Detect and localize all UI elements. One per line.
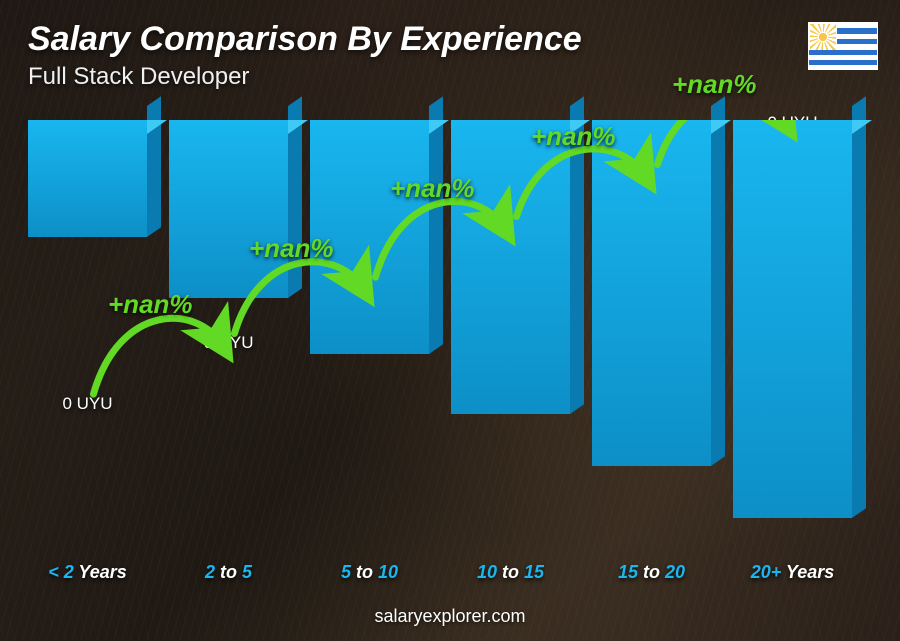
bar	[28, 120, 147, 237]
bar	[310, 120, 429, 354]
x-axis-label: 10 to 15	[451, 562, 570, 583]
x-axis-label: 20+ Years	[733, 562, 852, 583]
bar-slot: 0 UYU	[592, 120, 711, 553]
bar-slot: 0 UYU	[28, 120, 147, 553]
x-axis-label: 2 to 5	[169, 562, 288, 583]
bar-value-label: 0 UYU	[28, 394, 147, 414]
chart-subtitle: Full Stack Developer	[28, 63, 582, 91]
bar	[451, 120, 570, 414]
bar	[592, 120, 711, 466]
bar-value-label: 0 UYU	[169, 333, 288, 353]
bars-container: 0 UYU0 UYU0 UYU0 UYU0 UYU0 UYU	[28, 120, 852, 553]
chart-title: Salary Comparison By Experience	[28, 20, 582, 59]
flag-sun-icon	[815, 29, 831, 45]
header: Salary Comparison By Experience Full Sta…	[28, 20, 582, 91]
bar-slot: 0 UYU	[310, 120, 429, 553]
bar	[169, 120, 288, 298]
x-axis: < 2 Years 2 to 5 5 to 10 10 to 15 15 to 20 20…	[28, 562, 852, 583]
x-axis-label: < 2 Years	[28, 562, 147, 583]
bar	[733, 120, 852, 518]
country-flag-uruguay	[808, 22, 878, 70]
bar-slot: 0 UYU	[169, 120, 288, 553]
x-axis-label: 5 to 10	[310, 562, 429, 583]
x-axis-label: 15 to 20	[592, 562, 711, 583]
bar-slot: 0 UYU	[451, 120, 570, 553]
bar-slot: 0 UYU	[733, 120, 852, 553]
bar-chart: 0 UYU0 UYU0 UYU0 UYU0 UYU0 UYU +nan%+nan…	[28, 120, 852, 577]
footer-attribution: salaryexplorer.com	[0, 606, 900, 627]
